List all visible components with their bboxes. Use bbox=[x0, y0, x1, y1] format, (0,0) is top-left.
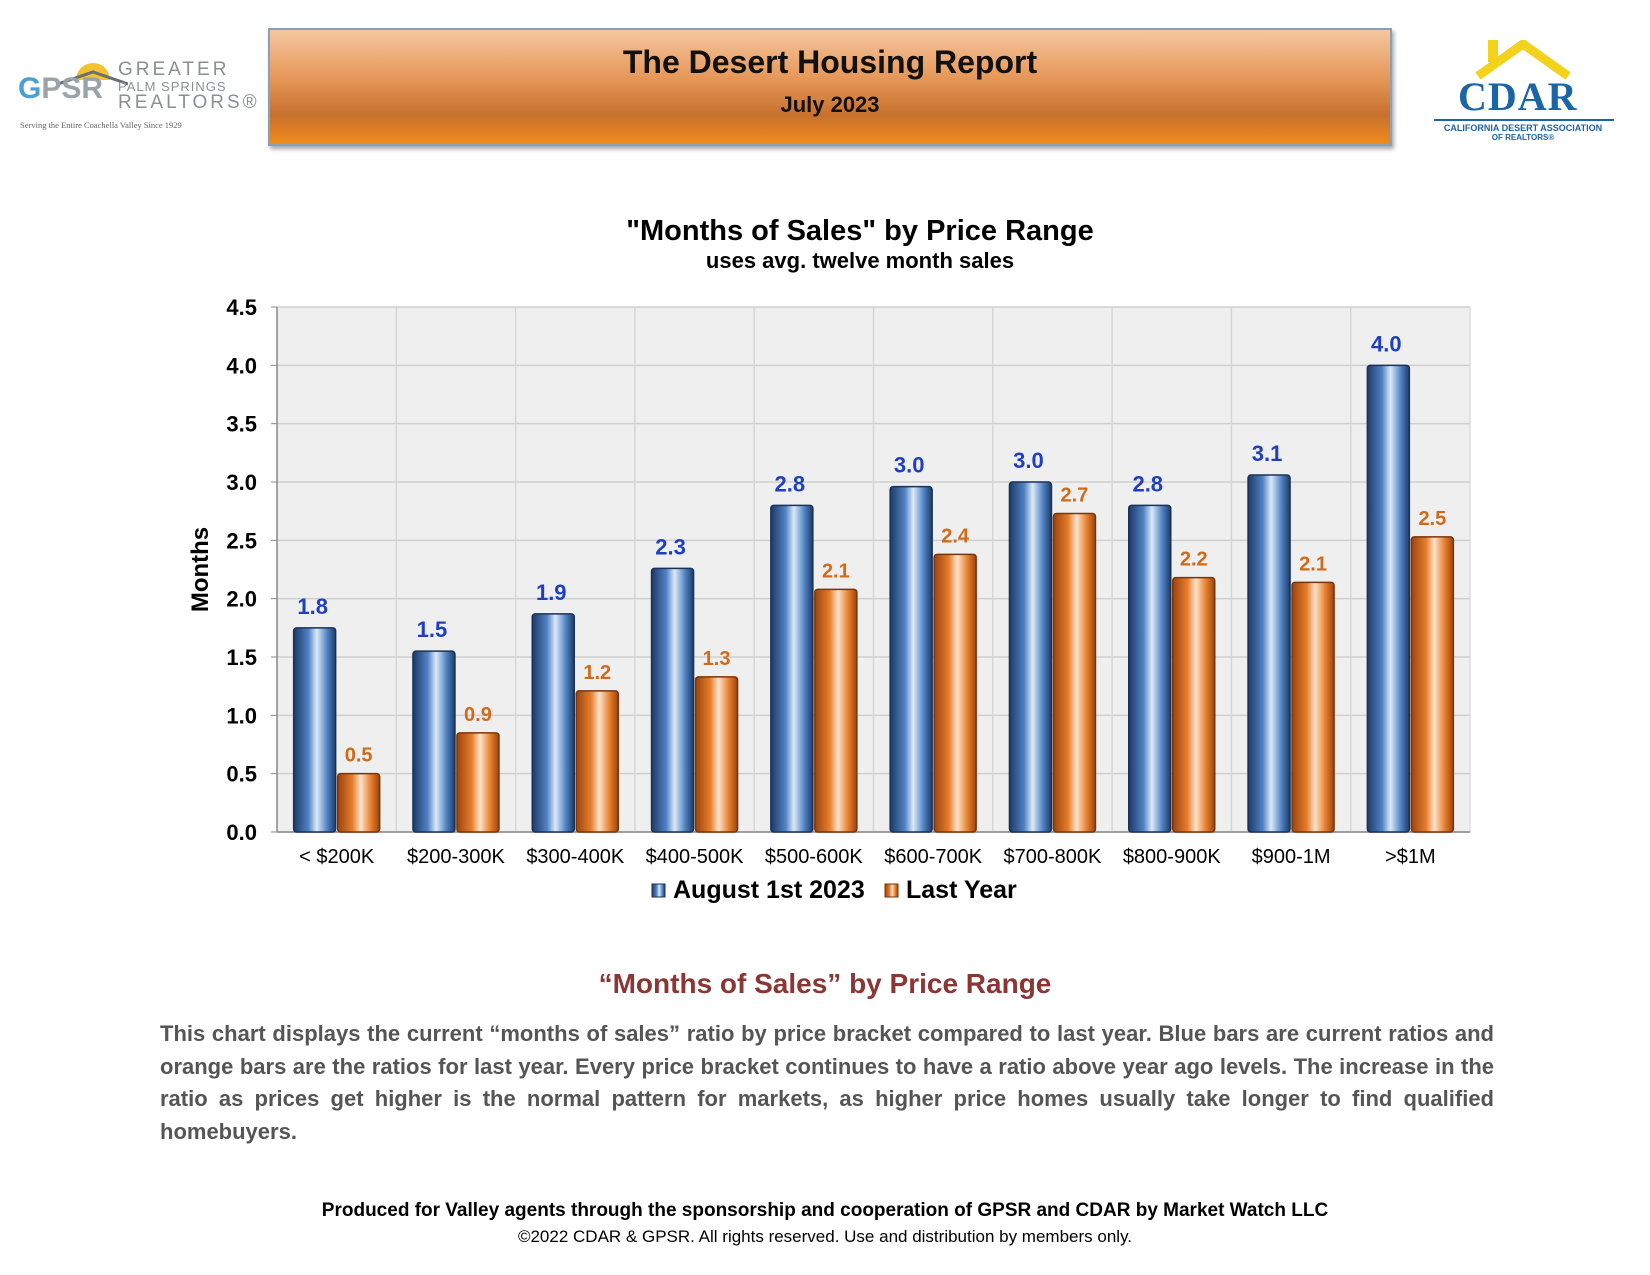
data-label-august-2023: 2.3 bbox=[655, 534, 686, 559]
sun-icon bbox=[58, 63, 128, 86]
footer-credit: Produced for Valley agents through the s… bbox=[321, 1200, 1329, 1221]
data-label-last-year: 0.9 bbox=[464, 704, 492, 726]
y-tick-label: 0.5 bbox=[226, 762, 257, 787]
bar-last-year bbox=[336, 772, 381, 833]
x-tick-label: >$1M bbox=[1385, 846, 1436, 868]
data-label-last-year: 2.5 bbox=[1418, 508, 1446, 530]
y-tick-label: 3.0 bbox=[226, 470, 257, 495]
months-of-sales-chart: 0.0 0.5 1.0 1.5 2.0 2.5 3.0 3.5 4.0 4.5 Months 1.8 0… bbox=[187, 295, 1471, 904]
gpsr-tagline: Serving the Entire Coachella Valley Sinc… bbox=[20, 120, 182, 130]
gpsr-words: GREATER PALM SPRINGS REALTORS® bbox=[118, 59, 260, 113]
bar-august-2023 bbox=[1128, 504, 1172, 833]
bar-last-year bbox=[575, 690, 619, 833]
x-tick-label: $800-900K bbox=[1123, 846, 1222, 868]
y-tick-label: 2.0 bbox=[226, 587, 257, 612]
legend-label: August 1st 2023 bbox=[673, 876, 865, 904]
data-label-august-2023: 4.0 bbox=[1371, 331, 1402, 356]
y-tick-label: 0.0 bbox=[226, 820, 257, 845]
data-label-august-2023: 1.8 bbox=[297, 594, 328, 619]
data-label-august-2023: 1.9 bbox=[536, 580, 567, 605]
x-tick-label: $600-700K bbox=[884, 846, 983, 868]
bar-last-year bbox=[1410, 536, 1455, 833]
report-banner: The Desert Housing Report July 2023 bbox=[268, 28, 1392, 146]
data-label-last-year: 2.2 bbox=[1180, 549, 1208, 571]
bar-august-2023 bbox=[1366, 364, 1411, 833]
footer-copyright: ©2022 CDAR & GPSR. All rights reserved. … bbox=[517, 1227, 1133, 1246]
bar-august-2023 bbox=[292, 627, 337, 833]
bar-last-year bbox=[694, 676, 739, 833]
chart-title: "Months of Sales" by Price Range bbox=[626, 215, 1094, 247]
y-tick-label: 1.0 bbox=[226, 703, 257, 728]
bar-last-year bbox=[1291, 581, 1335, 833]
legend-swatch bbox=[884, 883, 899, 898]
bar-august-2023 bbox=[770, 504, 814, 833]
data-label-august-2023: 2.8 bbox=[1132, 471, 1163, 496]
gpsr-mark: GPSR bbox=[18, 72, 104, 105]
bar-august-2023 bbox=[531, 613, 575, 833]
bar-last-year bbox=[456, 732, 500, 833]
y-tick-label: 3.5 bbox=[226, 412, 257, 437]
cdar-name-line2: OF REALTORS® bbox=[1491, 133, 1555, 142]
data-label-last-year: 2.4 bbox=[941, 525, 970, 547]
cdar-name-line1: CALIFORNIA DESERT ASSOCIATION bbox=[1443, 123, 1603, 133]
y-tick-label: 4.5 bbox=[226, 295, 257, 320]
bar-last-year bbox=[1172, 576, 1216, 833]
x-tick-label: $700-800K bbox=[1004, 846, 1103, 868]
bar-august-2023 bbox=[889, 485, 933, 833]
data-label-august-2023: 3.0 bbox=[894, 453, 925, 478]
x-tick-label: $300-400K bbox=[526, 846, 625, 868]
data-label-last-year: 2.7 bbox=[1061, 485, 1089, 507]
cdar-mark: CDAR bbox=[1458, 74, 1578, 119]
data-label-last-year: 1.2 bbox=[583, 662, 611, 684]
bar-august-2023 bbox=[650, 567, 695, 833]
x-tick-label: $500-600K bbox=[765, 846, 864, 868]
cdar-logo: CDAR CALIFORNIA DESERT ASSOCIATION OF RE… bbox=[1428, 40, 1618, 150]
data-label-last-year: 1.3 bbox=[703, 648, 731, 670]
gpsr-logo: GPSR GREATER PALM SPRINGS REALTORS® Serv… bbox=[14, 50, 257, 130]
x-tick-label: $200-300K bbox=[407, 846, 506, 868]
legend-label: Last Year bbox=[906, 876, 1017, 904]
data-label-august-2023: 3.0 bbox=[1013, 448, 1044, 473]
bar-august-2023 bbox=[1008, 481, 1053, 833]
data-label-august-2023: 3.1 bbox=[1252, 441, 1283, 466]
chart-subtitle: uses avg. twelve month sales bbox=[705, 248, 1015, 273]
house-roof-icon bbox=[1475, 40, 1571, 80]
x-tick-label: $400-500K bbox=[646, 846, 745, 868]
data-label-august-2023: 2.8 bbox=[775, 471, 806, 496]
x-tick-label: $900-1M bbox=[1252, 846, 1331, 868]
report-date: July 2023 bbox=[780, 92, 880, 117]
y-tick-label: 4.0 bbox=[226, 353, 257, 378]
bar-last-year bbox=[814, 588, 858, 833]
bar-last-year bbox=[1052, 512, 1097, 833]
section-heading: “Months of Sales” by Price Range bbox=[598, 968, 1052, 999]
section-body: This chart displays the current “months … bbox=[160, 1021, 1494, 1144]
data-label-last-year: 0.5 bbox=[345, 745, 373, 767]
y-tick-label: 2.5 bbox=[226, 528, 257, 553]
bar-last-year bbox=[933, 553, 977, 833]
report-title: The Desert Housing Report bbox=[622, 44, 1038, 80]
bar-august-2023 bbox=[1247, 474, 1291, 833]
bar-august-2023 bbox=[412, 650, 456, 833]
x-tick-label: < $200K bbox=[299, 846, 375, 868]
legend-swatch bbox=[651, 883, 666, 898]
data-label-last-year: 2.1 bbox=[1299, 553, 1327, 575]
y-tick-label: 1.5 bbox=[226, 645, 257, 670]
y-axis-label: Months bbox=[187, 527, 214, 612]
data-label-last-year: 2.1 bbox=[822, 560, 850, 582]
cdar-divider bbox=[1434, 119, 1614, 121]
data-label-august-2023: 1.5 bbox=[417, 617, 448, 642]
